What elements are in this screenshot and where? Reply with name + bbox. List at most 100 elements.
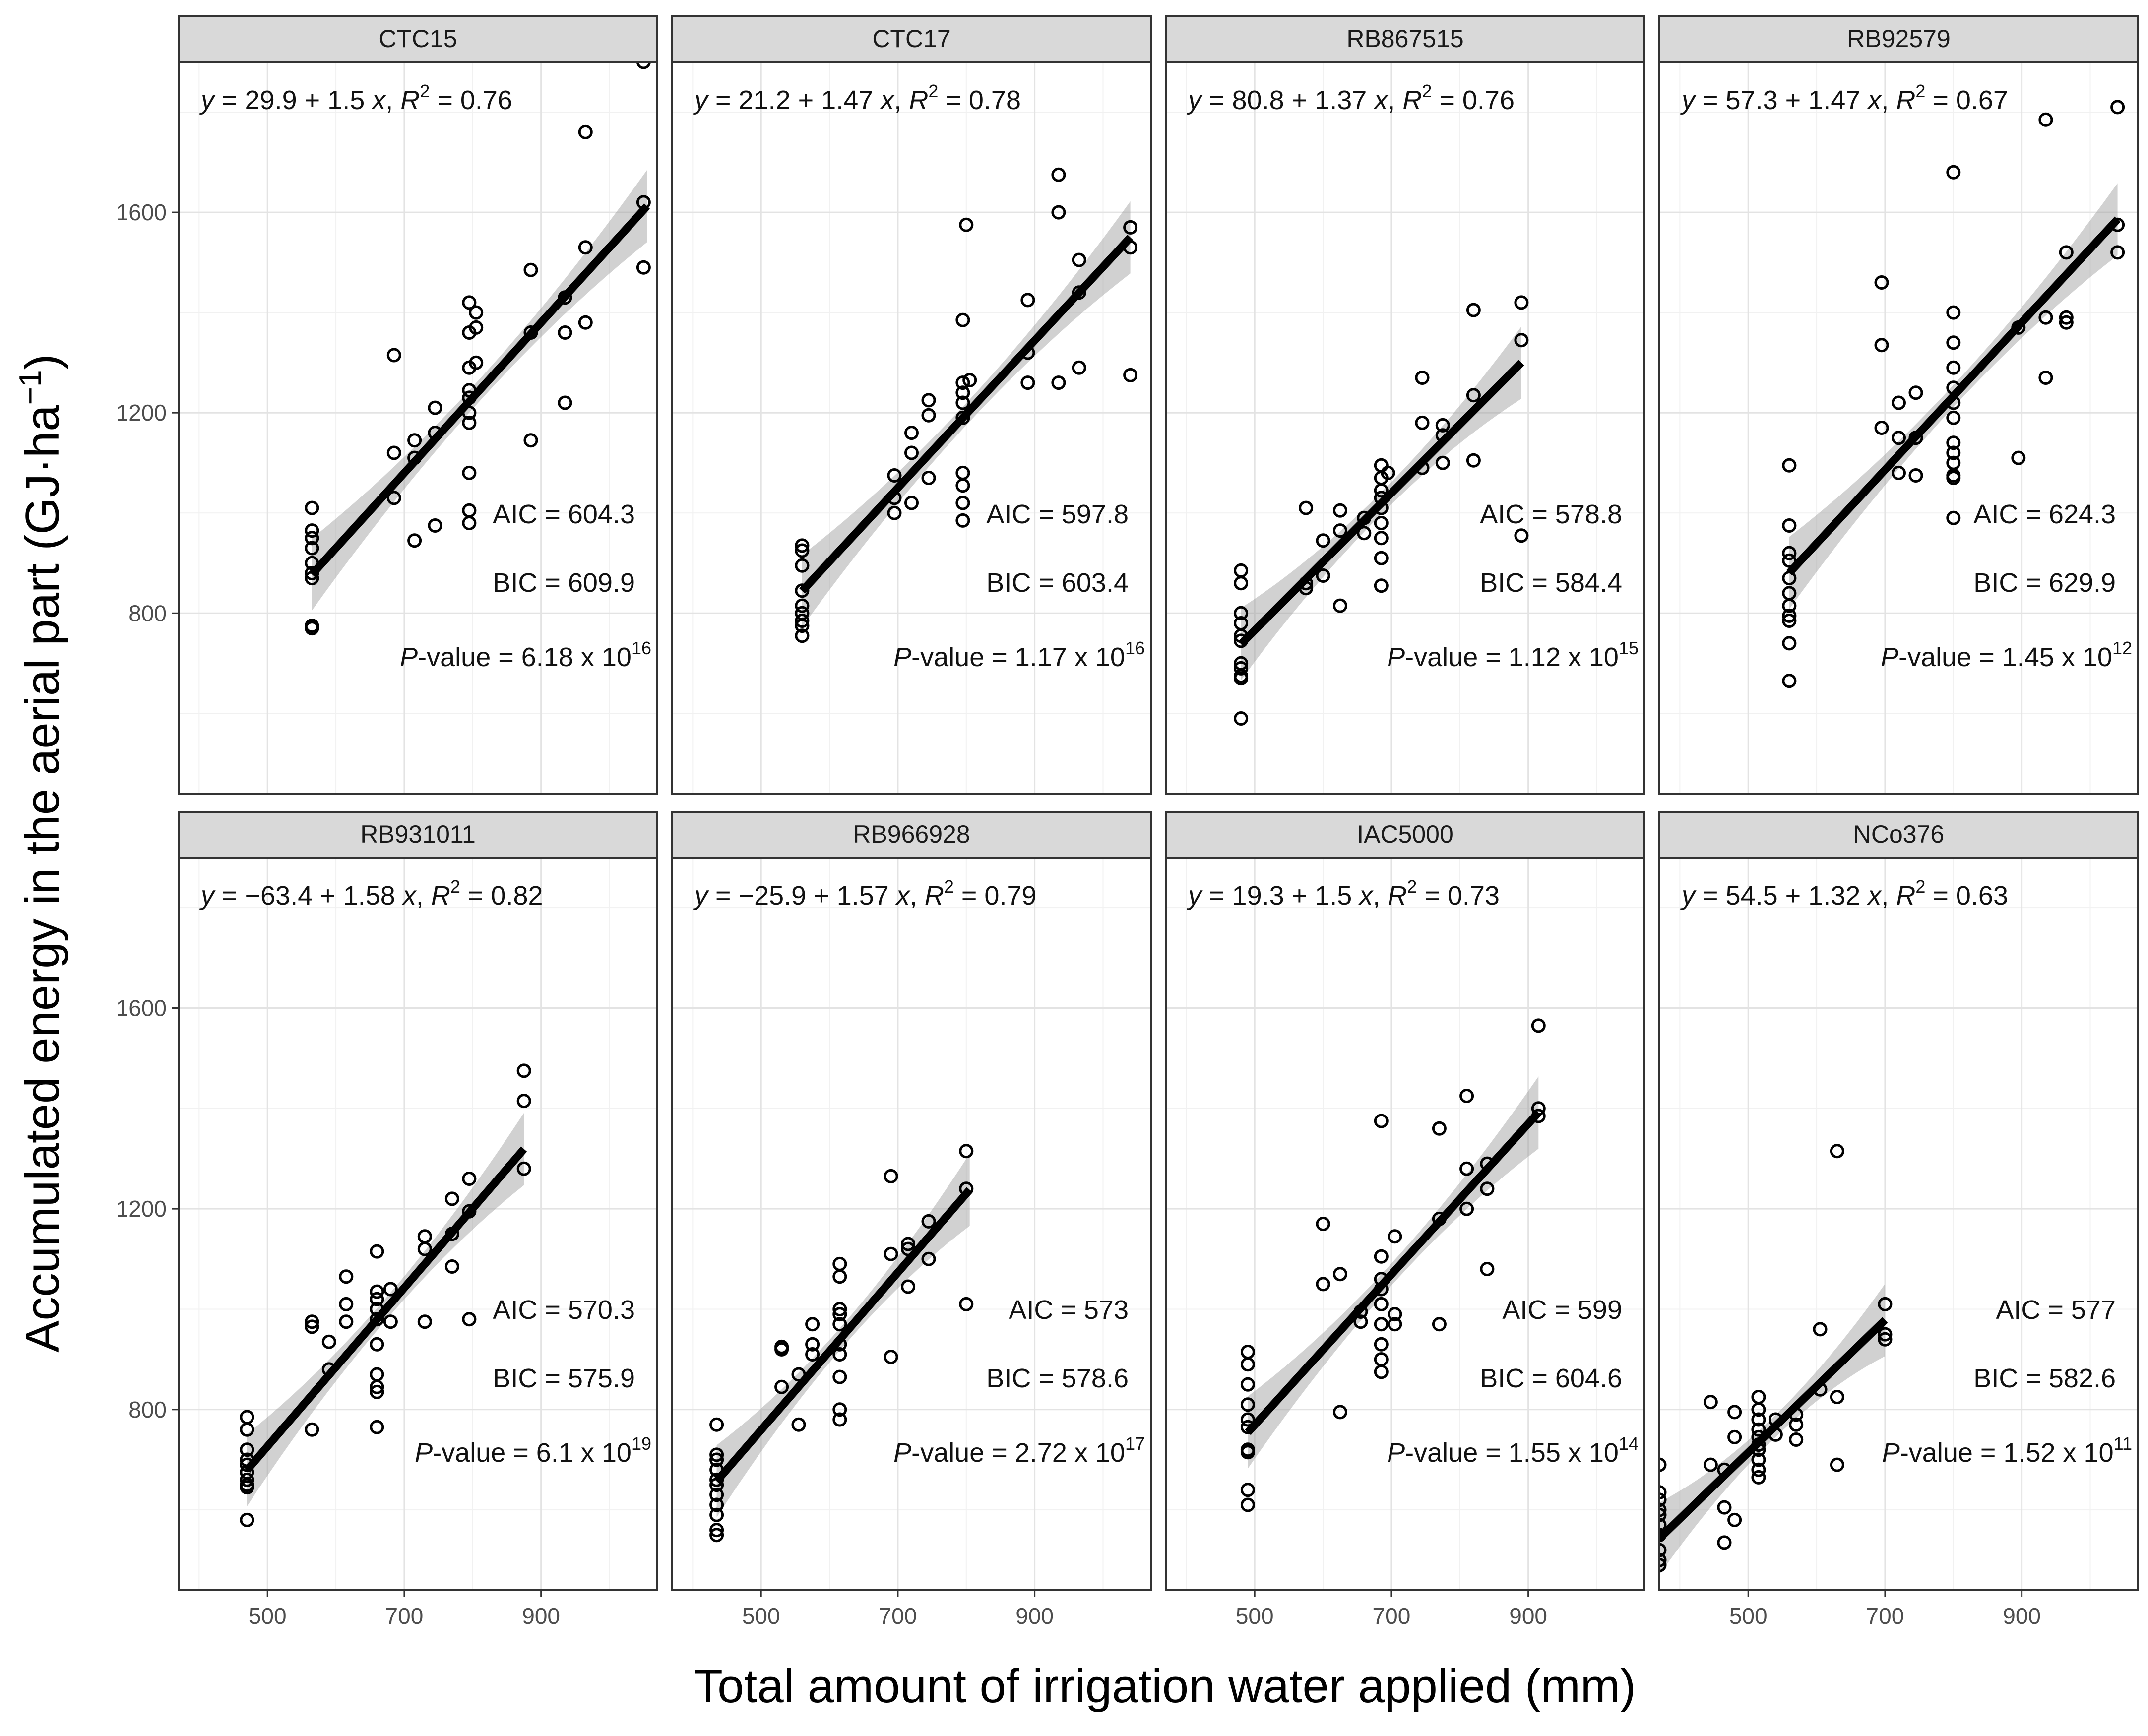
panel-strip	[671, 15, 1152, 63]
data-point	[2038, 112, 2053, 127]
data-point	[1727, 1512, 1742, 1527]
data-point	[795, 614, 810, 628]
data-point	[1432, 1317, 1447, 1332]
data-point	[558, 325, 572, 340]
data-point	[1703, 1395, 1718, 1410]
data-point	[1659, 1518, 1667, 1532]
aic-value: AIC = 577	[1996, 1295, 2116, 1325]
data-point	[1333, 503, 1347, 518]
data-point	[1374, 1249, 1389, 1264]
data-point	[1514, 295, 1529, 310]
data-point	[305, 500, 319, 515]
regression-equation: y = 21.2 + 1.47 x, R2 = 0.78	[693, 81, 1021, 115]
data-point	[901, 1279, 916, 1294]
data-point	[516, 1161, 531, 1176]
data-point	[386, 491, 401, 505]
data-point	[1234, 628, 1249, 643]
panel-rb966928: RB966928 y = −25.9 + 1.57 x, R2 = 0.79 AIC…	[671, 811, 1152, 1591]
data-point	[1782, 458, 1797, 473]
panel-iac5000: IAC5000 y = 19.3 + 1.5 x, R2 = 0.73 AIC = …	[1165, 811, 1645, 1591]
data-point	[921, 471, 936, 485]
data-point	[1659, 1507, 1667, 1522]
y-tick-label: 800	[128, 600, 167, 626]
panel-title: NCo376	[1853, 820, 1944, 848]
data-point	[709, 1452, 724, 1467]
data-point	[709, 1497, 724, 1512]
data-point	[1751, 1452, 1766, 1467]
data-point	[1234, 711, 1249, 726]
data-point	[921, 1214, 936, 1229]
panel-border	[178, 61, 658, 795]
data-point	[2110, 100, 2125, 115]
bic-value: BIC = 575.9	[493, 1364, 635, 1393]
plot-content	[795, 167, 1138, 643]
data-point	[462, 383, 477, 398]
data-point	[1051, 167, 1066, 182]
data-point	[1782, 614, 1797, 628]
data-point	[339, 1297, 354, 1311]
data-point	[1514, 528, 1529, 543]
data-point	[1830, 1144, 1844, 1159]
p-value: P-value = 1.55 x 1014	[1387, 1433, 1639, 1468]
data-point	[1768, 1427, 1783, 1442]
panel-strip	[1658, 15, 2139, 63]
data-point	[2059, 310, 2074, 325]
data-point	[1353, 1304, 1368, 1319]
data-point	[462, 295, 477, 310]
aic-value: AIC = 597.8	[986, 499, 1129, 529]
panel-ctc15: CTC15 y = 29.9 + 1.5 x, R2 = 0.76 AIC = 60…	[178, 15, 658, 795]
panel-strip	[178, 15, 658, 63]
data-point	[1892, 395, 1906, 410]
data-point	[887, 468, 902, 483]
data-point	[1333, 598, 1347, 613]
data-point	[1946, 410, 1961, 425]
data-point	[1353, 1314, 1368, 1329]
panel-strip	[178, 811, 658, 859]
data-point	[1234, 576, 1249, 591]
data-point	[558, 290, 572, 305]
data-point	[2011, 450, 2026, 465]
data-point	[305, 1319, 319, 1334]
data-point	[370, 1244, 384, 1259]
data-point	[428, 426, 442, 440]
data-point	[791, 1367, 806, 1382]
x-axis-title: Total amount of irrigation water applied…	[694, 1660, 1636, 1713]
data-point	[321, 1362, 336, 1377]
data-point	[1751, 1422, 1766, 1437]
data-point	[795, 583, 810, 598]
data-point	[523, 433, 538, 448]
data-point	[516, 1063, 531, 1078]
data-point	[383, 1314, 398, 1329]
data-point	[1946, 360, 1961, 375]
data-point	[959, 1297, 974, 1311]
data-point	[1659, 1492, 1667, 1507]
data-point	[462, 405, 477, 420]
data-point	[921, 408, 936, 423]
panel-title: RB867515	[1346, 25, 1463, 53]
y-tick-label: 1200	[116, 1196, 167, 1222]
data-point	[805, 1347, 820, 1362]
data-point	[578, 124, 593, 139]
data-point	[339, 1269, 354, 1284]
data-point	[1333, 1267, 1347, 1282]
aic-value: AIC = 599	[1502, 1295, 1622, 1325]
data-point	[370, 1420, 384, 1434]
regression-line	[309, 203, 650, 577]
panel-title: RB92579	[1847, 25, 1951, 53]
data-point	[240, 1512, 254, 1527]
panel-strip	[1165, 15, 1645, 63]
regression-equation: y = 80.8 + 1.37 x, R2 = 0.76	[1186, 81, 1515, 115]
panel-strip	[1658, 811, 2139, 859]
data-point	[795, 628, 810, 643]
data-point	[636, 260, 651, 275]
data-point	[1782, 571, 1797, 586]
data-point	[321, 1334, 336, 1349]
x-tick-label: 500	[249, 1603, 287, 1629]
data-point	[1234, 661, 1249, 676]
data-point	[959, 217, 974, 232]
regression-equation: y = 29.9 + 1.5 x, R2 = 0.76	[199, 81, 512, 115]
data-point	[1020, 345, 1035, 360]
data-point	[832, 1337, 847, 1352]
data-point	[386, 445, 401, 460]
data-point	[955, 312, 970, 327]
